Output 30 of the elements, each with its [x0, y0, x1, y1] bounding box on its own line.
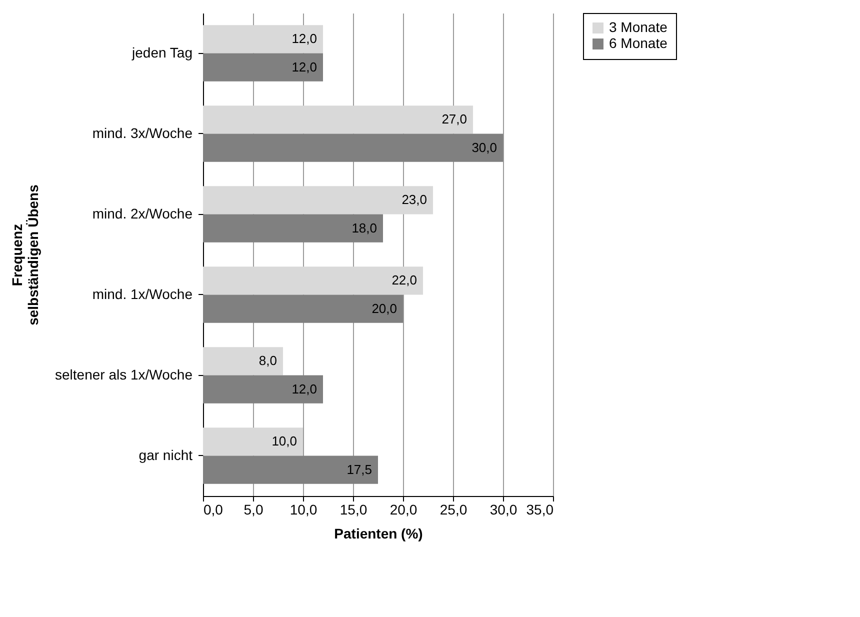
y-tick-label: mind. 1x/Woche	[92, 286, 193, 302]
data-label: 22,0	[392, 272, 417, 288]
data-label: 20,0	[372, 300, 397, 316]
data-label: 10,0	[272, 434, 297, 449]
x-tick-label: 0,0	[204, 502, 224, 518]
y-tick-label: mind. 2x/Woche	[92, 205, 193, 222]
data-label: 17,5	[346, 462, 372, 477]
x-tick-label: 20,0	[390, 502, 418, 518]
x-tick-label: 15,0	[340, 502, 368, 518]
y-tick-label: mind. 3x/Woche	[92, 124, 193, 141]
data-label: 30,0	[472, 140, 497, 155]
x-axis-title: Patienten (%)	[334, 526, 423, 542]
x-tick-label: 30,0	[490, 502, 518, 518]
data-label: 8,0	[258, 353, 277, 368]
y-tick-label: seltener als 1x/Woche	[55, 366, 193, 382]
data-label: 12,0	[292, 59, 317, 74]
y-axis-title: Frequenz selbständigen Übens	[9, 184, 42, 326]
data-label: 12,0	[292, 381, 317, 396]
x-tick-label: 10,0	[290, 502, 318, 518]
data-label: 23,0	[402, 192, 427, 208]
y-tick-label: jeden Tag	[131, 44, 192, 60]
legend-label: 3 Monate	[609, 19, 668, 35]
x-tick-label: 35,0	[526, 502, 554, 518]
data-label: 12,0	[292, 31, 317, 46]
x-tick-label: 25,0	[440, 502, 468, 518]
y-tick-label: gar nicht	[138, 446, 193, 463]
x-tick-label: 5,0	[244, 502, 264, 518]
data-label: 18,0	[352, 220, 377, 236]
data-label: 27,0	[442, 112, 467, 127]
legend-label: 6 Monate	[609, 35, 668, 51]
